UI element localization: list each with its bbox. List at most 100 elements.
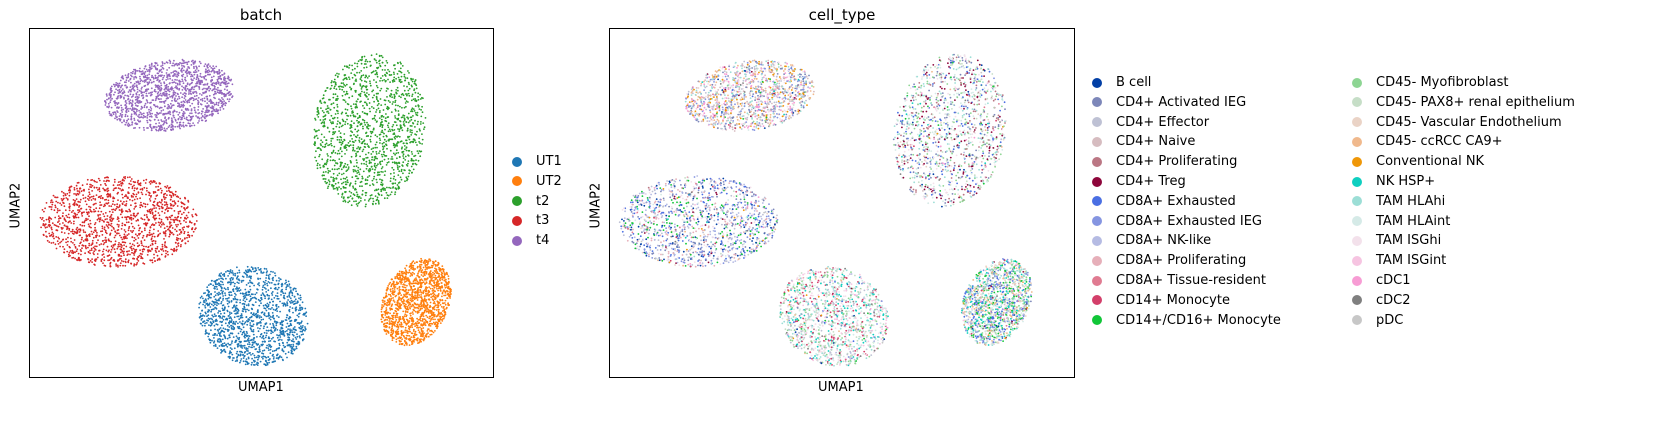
data-point bbox=[137, 237, 140, 239]
data-point bbox=[104, 189, 107, 192]
data-point bbox=[176, 64, 179, 67]
data-point bbox=[115, 83, 118, 86]
data-point bbox=[196, 82, 199, 85]
data-point bbox=[135, 214, 138, 217]
data-point bbox=[402, 153, 405, 156]
data-point bbox=[102, 187, 104, 190]
data-point bbox=[406, 94, 408, 97]
data-point bbox=[146, 249, 149, 252]
data-point bbox=[170, 196, 173, 199]
data-point bbox=[236, 350, 239, 353]
data-point bbox=[165, 122, 168, 125]
data-point bbox=[354, 115, 357, 118]
data-point bbox=[128, 192, 130, 195]
data-point bbox=[164, 235, 167, 237]
data-point bbox=[79, 201, 81, 204]
data-point bbox=[408, 172, 411, 175]
data-point bbox=[185, 85, 188, 87]
data-point bbox=[203, 65, 206, 68]
data-point bbox=[402, 150, 405, 153]
data-point bbox=[75, 232, 78, 235]
data-point bbox=[93, 186, 96, 189]
data-point bbox=[106, 95, 108, 97]
data-point bbox=[91, 190, 93, 192]
data-point bbox=[145, 193, 147, 196]
data-point bbox=[218, 98, 220, 101]
data-point bbox=[99, 213, 101, 216]
data-point bbox=[126, 237, 128, 240]
data-point bbox=[113, 236, 116, 239]
data-point bbox=[414, 126, 416, 128]
data-point bbox=[391, 125, 394, 128]
data-point bbox=[142, 245, 145, 248]
data-point bbox=[96, 218, 99, 221]
data-point bbox=[325, 142, 328, 145]
data-point bbox=[170, 95, 173, 97]
data-point bbox=[125, 200, 128, 203]
data-point bbox=[411, 131, 413, 134]
data-point bbox=[417, 95, 419, 98]
data-point bbox=[178, 219, 181, 222]
data-point bbox=[381, 75, 384, 77]
data-point bbox=[136, 70, 139, 72]
data-point bbox=[181, 227, 184, 229]
data-point bbox=[173, 200, 176, 203]
data-point bbox=[65, 220, 67, 223]
data-point bbox=[134, 249, 136, 251]
data-point bbox=[405, 121, 407, 123]
data-point bbox=[382, 148, 384, 151]
data-point bbox=[351, 68, 354, 71]
data-point bbox=[363, 107, 366, 109]
data-point bbox=[171, 96, 174, 99]
data-point bbox=[400, 127, 402, 130]
data-point bbox=[282, 304, 285, 307]
data-point bbox=[212, 112, 214, 115]
data-point bbox=[246, 348, 249, 350]
data-point bbox=[375, 141, 378, 144]
data-point bbox=[375, 72, 378, 75]
data-point bbox=[112, 245, 115, 247]
data-point bbox=[399, 176, 402, 179]
data-point bbox=[93, 250, 96, 253]
data-point bbox=[110, 213, 113, 216]
data-point bbox=[173, 110, 176, 113]
data-point bbox=[165, 119, 168, 121]
data-point bbox=[123, 119, 125, 121]
data-point bbox=[139, 120, 142, 122]
data-point bbox=[214, 294, 217, 297]
data-point bbox=[41, 218, 43, 221]
data-point bbox=[359, 200, 362, 202]
data-point bbox=[167, 253, 169, 256]
data-point bbox=[95, 202, 97, 205]
data-point bbox=[369, 60, 371, 63]
data-point bbox=[195, 227, 197, 230]
data-point bbox=[63, 224, 66, 227]
data-point bbox=[133, 214, 136, 217]
data-point bbox=[137, 192, 140, 194]
data-point bbox=[151, 242, 154, 245]
data-point bbox=[124, 260, 127, 263]
data-point bbox=[366, 156, 369, 159]
data-point bbox=[324, 118, 327, 120]
data-point bbox=[225, 80, 228, 83]
data-point bbox=[124, 84, 126, 87]
data-point bbox=[199, 103, 202, 105]
data-point bbox=[51, 228, 53, 231]
data-point bbox=[130, 118, 133, 121]
data-point bbox=[160, 65, 163, 67]
data-point bbox=[71, 230, 74, 233]
data-point bbox=[254, 293, 257, 296]
data-point bbox=[120, 85, 123, 87]
data-point bbox=[145, 68, 148, 71]
data-point bbox=[176, 98, 179, 100]
data-point bbox=[197, 103, 200, 106]
data-point bbox=[289, 320, 291, 323]
data-point bbox=[144, 80, 147, 82]
data-point bbox=[108, 105, 110, 108]
data-point bbox=[103, 226, 106, 229]
data-point bbox=[124, 235, 126, 238]
data-point bbox=[366, 121, 368, 124]
data-point bbox=[377, 171, 379, 174]
data-point bbox=[133, 68, 135, 71]
data-point bbox=[109, 265, 112, 268]
